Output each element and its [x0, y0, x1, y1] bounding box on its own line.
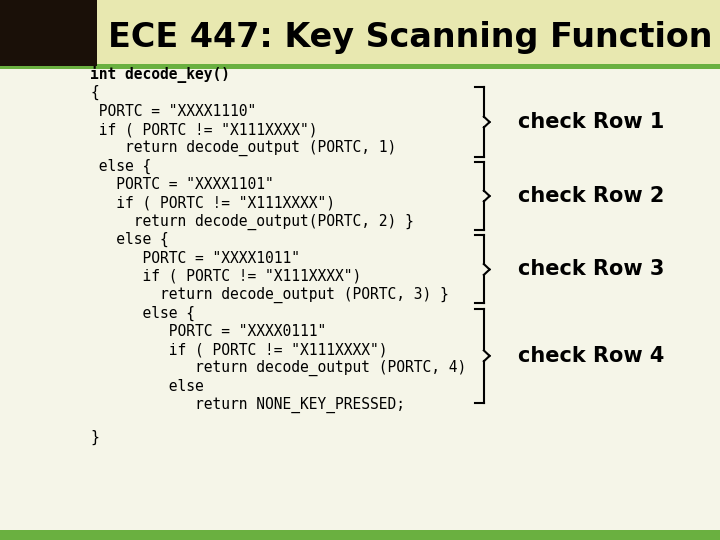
Text: ECE 447: Key Scanning Function: ECE 447: Key Scanning Function	[108, 21, 713, 55]
Text: return NONE_KEY_PRESSED;: return NONE_KEY_PRESSED;	[90, 397, 405, 413]
Text: if ( PORTC != "X111XXXX"): if ( PORTC != "X111XXXX")	[90, 269, 361, 284]
Text: PORTC = "XXXX0111": PORTC = "XXXX0111"	[90, 324, 326, 339]
Text: if ( PORTC != "X111XXXX"): if ( PORTC != "X111XXXX")	[90, 195, 335, 211]
Text: check Row 2: check Row 2	[518, 186, 665, 206]
Text: PORTC = "XXXX1011": PORTC = "XXXX1011"	[90, 251, 300, 266]
Text: return decode_output (PORTC, 3) }: return decode_output (PORTC, 3) }	[90, 287, 449, 303]
Text: else {: else {	[90, 232, 168, 247]
Text: return decode_output(PORTC, 2) }: return decode_output(PORTC, 2) }	[90, 213, 414, 230]
Bar	[0, 0, 97, 66]
Text: {: {	[90, 85, 99, 100]
Text: else {: else {	[90, 159, 151, 174]
Text: check Row 1: check Row 1	[518, 112, 665, 132]
Bar	[0, 0, 720, 66]
Text: int decode_key(): int decode_key()	[90, 66, 230, 83]
Text: if ( PORTC != "X111XXXX"): if ( PORTC != "X111XXXX")	[90, 342, 387, 357]
Text: check Row 3: check Row 3	[518, 259, 665, 280]
Text: else: else	[90, 379, 204, 394]
Text: return decode_output (PORTC, 4): return decode_output (PORTC, 4)	[90, 360, 467, 376]
Text: else {: else {	[90, 306, 195, 321]
Text: return decode_output (PORTC, 1): return decode_output (PORTC, 1)	[90, 140, 396, 156]
Text: check Row 4: check Row 4	[518, 346, 665, 366]
Text: if ( PORTC != "X111XXXX"): if ( PORTC != "X111XXXX")	[90, 122, 318, 137]
Bar	[0, 64, 720, 69]
Bar	[0, 530, 720, 540]
Text: }: }	[90, 430, 99, 445]
Text: PORTC = "XXXX1110": PORTC = "XXXX1110"	[90, 104, 256, 119]
Text: PORTC = "XXXX1101": PORTC = "XXXX1101"	[90, 177, 274, 192]
